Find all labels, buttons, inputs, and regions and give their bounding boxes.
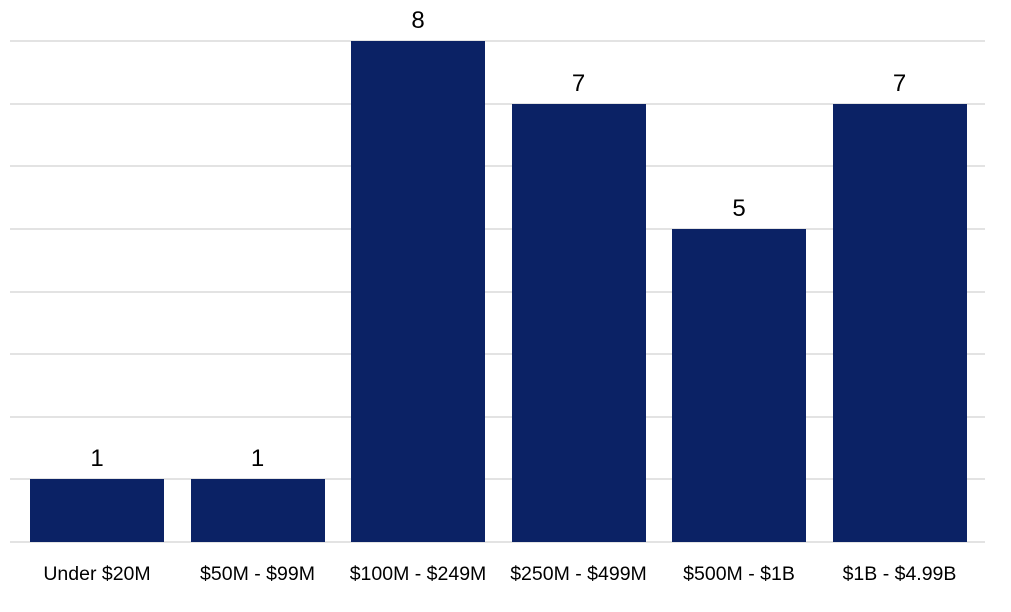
gridline [10,40,985,42]
x-axis-label: $100M - $249M [349,563,487,585]
plot-area: 1 Under $20M 1 $50M - $99M 8 $100M - $249M 7 $2… [10,9,985,584]
bar [672,228,806,542]
gridline [10,415,985,418]
bar-value-label: 8 [411,7,425,34]
bar-value-label: 5 [732,194,746,222]
bar [30,479,164,542]
x-axis-label: $250M - $499M [510,563,647,585]
x-axis-label: $1B - $4.99B [842,563,957,585]
bar-value-label: 1 [250,445,265,473]
gridline [10,478,985,481]
bar [511,103,646,542]
gridline [10,541,985,543]
gridline [10,102,985,105]
x-axis-label: $50M - $99M [200,563,315,585]
bar [832,103,967,542]
x-axis-label: $500M - $1B [683,563,795,585]
gridline [10,353,985,356]
bar-value-label: 7 [892,69,907,97]
bar-value-label: 1 [90,445,104,473]
bar-value-label: 7 [571,69,586,97]
gridline [10,290,985,293]
bar [351,41,485,542]
bar [190,479,325,542]
x-axis-label: Under $20M [43,563,151,585]
gridline [10,227,985,230]
gridline [10,165,985,168]
